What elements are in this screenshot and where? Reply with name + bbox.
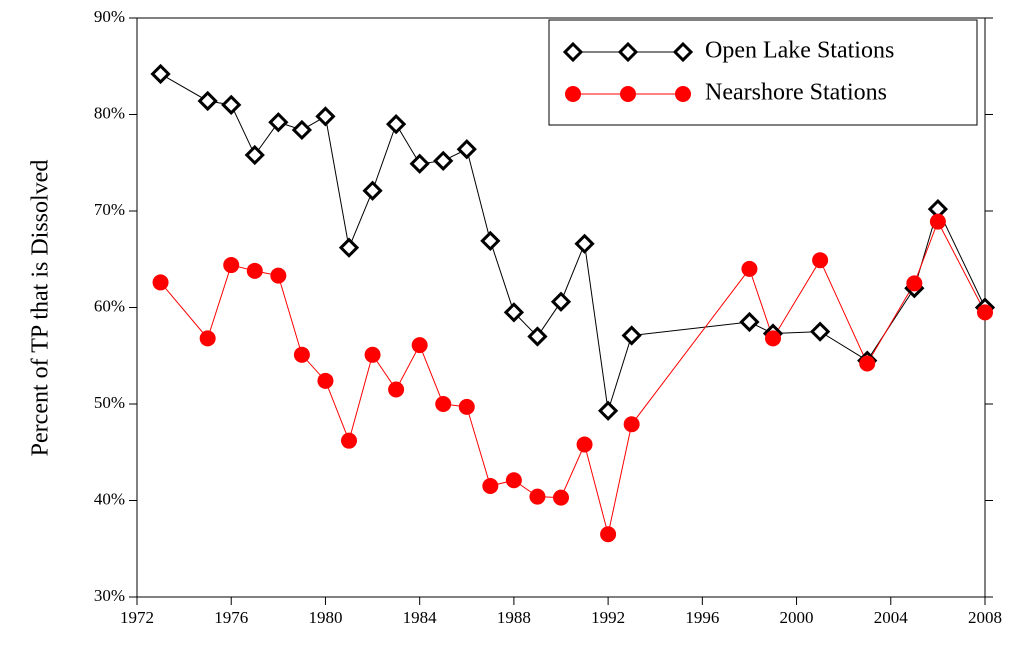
data-point: [199, 330, 216, 347]
data-point: [929, 213, 946, 230]
data-point: [317, 372, 334, 389]
y-tick-label: 40%: [94, 489, 125, 508]
legend-label: Nearshore Stations: [705, 80, 887, 106]
data-point: [480, 230, 501, 252]
data-point: [859, 355, 876, 372]
data-point: [197, 90, 218, 112]
y-tick-label: 70%: [94, 200, 125, 219]
data-point: [244, 144, 265, 166]
legend-marker: [620, 86, 636, 102]
data-point: [435, 396, 452, 412]
data-point: [221, 94, 242, 115]
legend-box: [548, 19, 978, 126]
x-tick-label: 2000: [780, 608, 814, 627]
data-point: [150, 63, 171, 85]
data-point: [597, 400, 619, 421]
data-point: [741, 260, 758, 277]
data-point: [623, 416, 640, 433]
x-tick-label: 1988: [497, 608, 531, 627]
data-point: [364, 346, 381, 363]
data-point: [765, 330, 781, 347]
x-tick-label: 1976: [214, 608, 248, 627]
x-tick-label: 1992: [591, 608, 625, 627]
x-tick-label: 1984: [403, 608, 438, 627]
data-point: [503, 302, 525, 323]
data-point: [482, 478, 499, 495]
y-tick-label: 90%: [94, 7, 125, 26]
data-point: [621, 325, 642, 346]
data-point: [977, 304, 993, 321]
y-axis-label: Percent of TP that is Dissolved: [28, 160, 54, 457]
y-tick-label: 50%: [94, 393, 125, 412]
data-point: [456, 139, 477, 160]
data-point: [388, 381, 405, 398]
data-point: [553, 489, 569, 506]
x-tick-label: 2004: [874, 608, 909, 627]
data-point: [293, 346, 310, 363]
data-point: [529, 488, 546, 505]
legend-marker: [562, 41, 584, 63]
legend-label: Open Lake Stations: [705, 38, 894, 64]
data-point: [433, 150, 454, 171]
data-point: [505, 472, 522, 489]
y-tick-label: 30%: [94, 586, 125, 605]
data-point: [574, 233, 595, 254]
data-point: [268, 112, 289, 133]
data-point: [152, 274, 169, 291]
data-point: [458, 398, 475, 415]
data-point: [906, 275, 923, 292]
data-point: [223, 257, 240, 274]
x-tick-label: 2008: [968, 608, 1002, 627]
data-point: [246, 262, 263, 279]
data-point: [550, 291, 572, 312]
y-tick-label: 60%: [94, 296, 125, 315]
legend-marker: [675, 86, 691, 102]
data-point: [341, 432, 357, 449]
x-tick-label: 1972: [120, 608, 154, 627]
data-point: [385, 114, 407, 135]
x-tick-label: 1996: [685, 608, 719, 627]
data-point: [411, 337, 428, 354]
data-point: [600, 526, 617, 543]
data-point: [270, 267, 287, 284]
data-point: [315, 106, 336, 127]
data-point: [812, 252, 829, 269]
legend-marker: [565, 86, 581, 102]
x-tick-label: 1980: [308, 608, 342, 627]
data-point: [576, 436, 593, 453]
data-point: [362, 180, 383, 201]
data-point: [409, 153, 430, 174]
data-point: [809, 321, 831, 342]
y-tick-label: 80%: [94, 103, 125, 122]
data-point: [739, 311, 760, 333]
data-point: [291, 119, 313, 141]
legend-marker: [672, 41, 694, 63]
series-line: [160, 220, 986, 535]
data-point: [338, 237, 360, 258]
legend-marker: [617, 41, 639, 63]
data-point: [527, 326, 548, 347]
